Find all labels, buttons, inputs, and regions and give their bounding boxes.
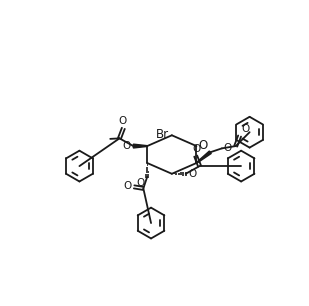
Polygon shape	[196, 151, 211, 163]
Text: O: O	[223, 143, 232, 153]
Text: O: O	[192, 144, 201, 154]
Text: O: O	[123, 141, 131, 151]
Text: O: O	[199, 139, 208, 152]
Polygon shape	[133, 144, 147, 148]
Text: Br: Br	[156, 128, 169, 141]
Text: O: O	[188, 169, 196, 179]
Text: O: O	[137, 177, 145, 188]
Text: O: O	[118, 116, 127, 126]
Text: O: O	[241, 124, 249, 134]
Text: O: O	[124, 181, 132, 191]
